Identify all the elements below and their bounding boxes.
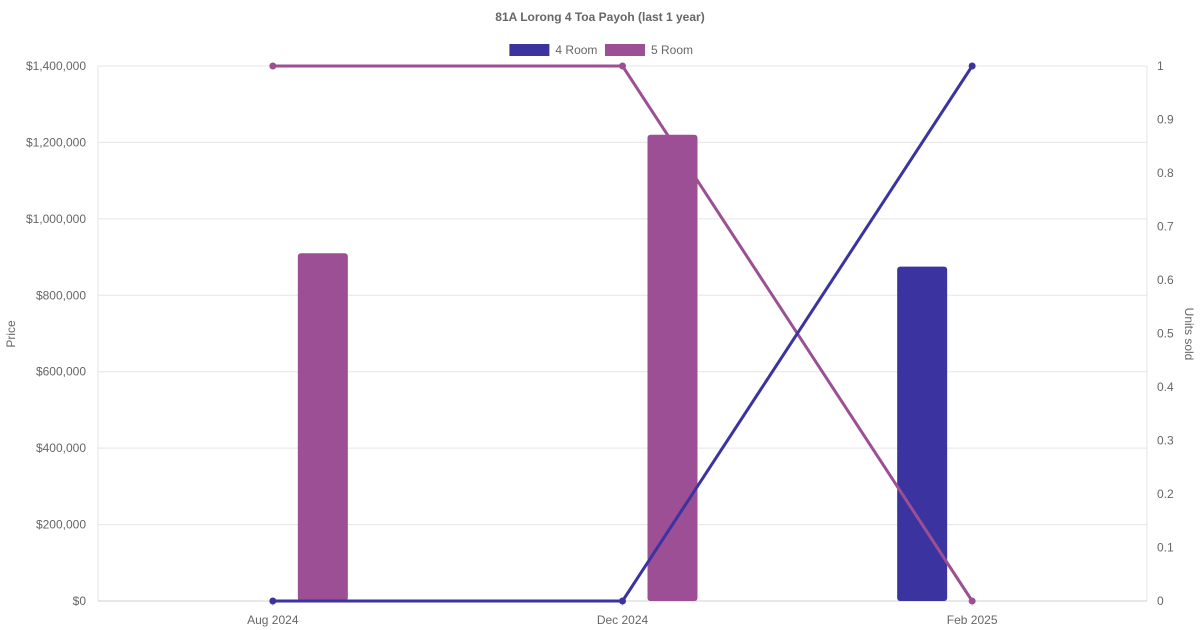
y-right-tick-label: 0.2 [1157, 487, 1174, 501]
x-tick-label: Dec 2024 [597, 613, 649, 627]
point-5-room [619, 62, 626, 70]
y-right-tick-label: 0.5 [1157, 327, 1174, 341]
legend-item-5-room[interactable]: 5 Room [605, 43, 693, 57]
point-5-room [968, 597, 976, 605]
y-right-tick-label: 0.7 [1157, 220, 1174, 234]
legend-item-4-room[interactable]: 4 Room [509, 43, 597, 57]
bar-5-room [297, 253, 348, 601]
y-left-tick-label: $1,200,000 [26, 135, 86, 149]
point-4-room [619, 597, 626, 605]
y-right-tick-label: 0.1 [1157, 541, 1174, 555]
chart-title: 81A Lorong 4 Toa Payoh (last 1 year) [495, 10, 704, 24]
point-5-room [269, 62, 277, 70]
y-right-tick-label: 0.9 [1157, 113, 1174, 127]
left-axis: $0 $200,000 $400,000 $600,000 $800,000 $1,000… [26, 59, 86, 608]
y-right-axis-title: Units sold [1182, 308, 1196, 361]
y-left-tick-label: $0 [73, 594, 87, 608]
y-left-tick-label: $800,000 [36, 288, 86, 302]
legend-swatch [509, 44, 550, 56]
legend-label: 4 Room [555, 43, 597, 57]
right-axis: 0 0.1 0.2 0.3 0.4 0.5 0.6 0.7 0.8 0.9 1 [1157, 59, 1174, 608]
grid [97, 65, 1148, 602]
y-left-axis-title: Price [4, 320, 18, 348]
bar-5-room [647, 134, 698, 602]
y-left-tick-label: $200,000 [36, 518, 86, 532]
x-tick-label: Aug 2024 [247, 613, 299, 627]
point-4-room [269, 597, 277, 605]
y-right-tick-label: 0.6 [1157, 273, 1174, 287]
y-left-tick-label: $1,000,000 [26, 212, 86, 226]
y-right-tick-label: 0.3 [1157, 434, 1174, 448]
legend-swatch [605, 44, 645, 56]
y-right-tick-label: 0 [1157, 594, 1164, 608]
line-4-room [272, 65, 974, 603]
y-right-tick-label: 0.8 [1157, 166, 1174, 180]
y-left-tick-label: $400,000 [36, 441, 86, 455]
y-right-tick-label: 1 [1157, 59, 1164, 73]
bar-4-room [897, 266, 948, 601]
point-4-room [968, 62, 976, 70]
x-axis: Aug 2024 Dec 2024 Feb 2025 [247, 601, 998, 627]
y-right-tick-label: 0.4 [1157, 380, 1174, 394]
y-left-tick-label: $600,000 [36, 365, 86, 379]
legend: 4 Room 5 Room [509, 43, 693, 57]
x-tick-label: Feb 2025 [947, 613, 998, 627]
lines [269, 62, 976, 605]
line-5-room [272, 64, 974, 602]
legend-label: 5 Room [651, 43, 693, 57]
bars [297, 134, 948, 602]
y-left-tick-label: $1,400,000 [26, 59, 86, 73]
